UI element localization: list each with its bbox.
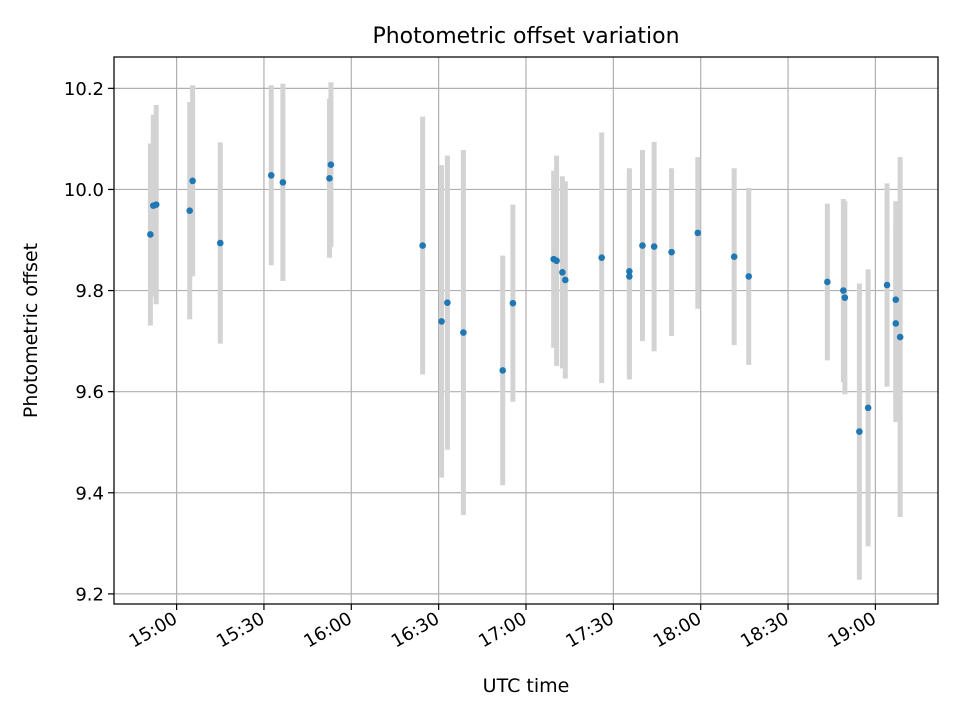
y-tick-label: 9.6: [75, 382, 104, 403]
y-tick-label: 9.2: [75, 584, 104, 605]
data-point: [509, 299, 517, 307]
chart-title: Photometric offset variation: [372, 24, 679, 49]
data-point: [896, 333, 904, 341]
data-point: [562, 276, 569, 284]
data-point: [745, 273, 753, 280]
data-point: [864, 404, 872, 412]
data-point: [626, 268, 633, 275]
data-point: [460, 329, 467, 336]
data-point: [444, 299, 451, 306]
y-tick-label: 9.8: [75, 281, 104, 302]
data-point: [694, 229, 702, 237]
data-point: [499, 367, 507, 374]
data-point: [279, 179, 287, 186]
data-point: [668, 248, 675, 256]
data-point: [626, 273, 633, 280]
data-point: [326, 175, 333, 182]
y-tick-label: 10.2: [64, 79, 104, 100]
data-point: [327, 161, 335, 168]
data-point: [639, 242, 646, 249]
data-point: [598, 254, 606, 262]
data-point: [841, 294, 849, 301]
data-point: [267, 171, 275, 179]
y-axis-label: Photometric offset: [20, 243, 42, 418]
data-point: [824, 278, 831, 286]
data-point: [559, 269, 566, 276]
data-point-layer: [147, 161, 904, 435]
data-point: [186, 207, 194, 214]
grid-layer: [114, 57, 938, 604]
data-point: [840, 287, 847, 294]
data-point: [216, 239, 224, 247]
data-point: [152, 201, 160, 208]
data-point: [147, 231, 154, 238]
data-point: [730, 253, 738, 260]
data-point: [189, 177, 196, 185]
data-point: [419, 242, 426, 249]
data-point: [650, 243, 658, 250]
data-point: [892, 320, 900, 327]
data-point: [438, 318, 445, 325]
data-point: [892, 296, 900, 303]
y-tick-label: 9.4: [75, 483, 104, 504]
x-axis-label: UTC time: [483, 675, 570, 697]
data-point: [883, 281, 891, 289]
data-point: [856, 428, 863, 435]
data-point: [553, 257, 560, 265]
y-tick-label: 10.0: [64, 180, 104, 201]
